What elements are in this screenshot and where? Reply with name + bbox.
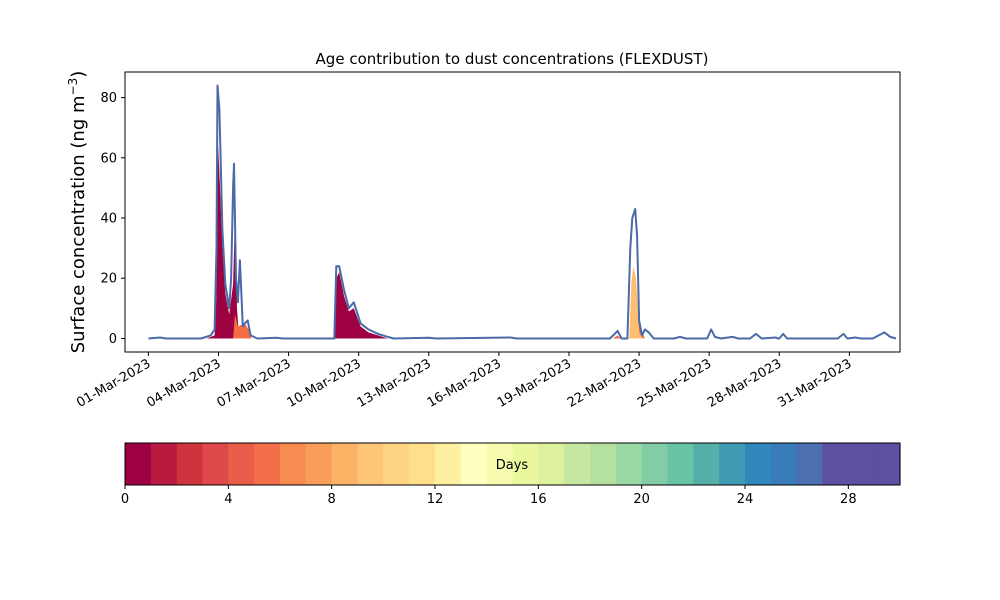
x-tick-label: 16-Mar-2023 [425, 356, 504, 410]
colorbar-tick-label: 28 [840, 492, 857, 507]
y-axis-label-main: Surface concentration (ng m [68, 95, 89, 353]
colorbar-cell [383, 443, 410, 485]
colorbar-frame [124, 442, 901, 486]
colorbar-cell [486, 443, 514, 485]
colorbar: Days 0 4 8 12 16 20 24 28 [121, 442, 901, 507]
colorbar-tick-label: 20 [633, 492, 650, 507]
y-tick-label: 60 [100, 151, 117, 166]
plot-area [124, 71, 901, 353]
age-series-0-1-days [148, 133, 873, 339]
colorbar-tick-label: 16 [530, 492, 547, 507]
colorbar-label: Days [496, 458, 529, 473]
colorbar-cell [460, 443, 488, 485]
colorbar-tick-label: 0 [121, 492, 129, 507]
colorbar-cell [512, 443, 539, 485]
x-tick-label: 22-Mar-2023 [565, 356, 644, 410]
colorbar-cell [848, 443, 875, 485]
colorbar-tick-label: 24 [737, 492, 754, 507]
y-tick-label: 80 [100, 91, 117, 106]
colorbar-cell [719, 443, 746, 485]
x-axis: 01-Mar-202304-Mar-202307-Mar-202310-Mar-… [74, 352, 854, 411]
colorbar-cell [745, 443, 772, 485]
colorbar-cell [693, 443, 720, 485]
x-tick-label: 01-Mar-2023 [74, 356, 153, 410]
colorbar-tick-label: 8 [328, 492, 336, 507]
colorbar-cell [435, 443, 462, 485]
y-axis-label: Surface concentration (ng m−3) [66, 71, 89, 354]
y-axis-label-close: ) [68, 71, 89, 78]
colorbar-cell [615, 443, 643, 485]
colorbar-cell [150, 443, 178, 485]
chart-title: Age contribution to dust concentrations … [316, 50, 709, 68]
colorbar-cell [822, 443, 849, 485]
x-tick-label: 13-Mar-2023 [355, 356, 434, 410]
x-tick-label: 04-Mar-2023 [144, 356, 223, 410]
colorbar-cell [770, 443, 798, 485]
x-tick-label: 07-Mar-2023 [214, 356, 293, 410]
x-tick-label: 10-Mar-2023 [285, 356, 364, 410]
colorbar-cell [280, 443, 307, 485]
total-concentration-line [148, 84, 897, 340]
colorbar-cell [305, 443, 333, 485]
colorbar-cell [667, 443, 694, 485]
colorbar-cell [125, 443, 152, 485]
colorbar-cell [590, 443, 617, 485]
series-layer [148, 133, 873, 339]
colorbar-cell [176, 443, 204, 485]
colorbar-cell [357, 443, 384, 485]
colorbar-cell [874, 443, 901, 485]
y-tick-label: 20 [100, 272, 117, 287]
colorbar-cell [331, 443, 359, 485]
colorbar-tick-label: 4 [224, 492, 232, 507]
colorbar-cell [796, 443, 824, 485]
y-tick-label: 40 [100, 212, 117, 227]
age-series-1-8-days [148, 296, 873, 339]
y-tick-label: 0 [109, 332, 117, 347]
y-axis: 0 20 40 60 80 [100, 91, 125, 347]
colorbar-cell [228, 443, 255, 485]
colorbar-cell [409, 443, 436, 485]
age-series-8-14-days [148, 266, 873, 339]
x-tick-label: 28-Mar-2023 [705, 356, 784, 410]
x-tick-label: 25-Mar-2023 [635, 356, 714, 410]
colorbar-cell [538, 443, 565, 485]
colorbar-cell [564, 443, 591, 485]
colorbar-cells [125, 443, 901, 485]
y-axis-label-superscript: −3 [66, 78, 80, 96]
x-tick-label: 19-Mar-2023 [495, 356, 574, 410]
colorbar-cell [641, 443, 669, 485]
colorbar-cell [202, 443, 229, 485]
colorbar-ticks: 0 4 8 12 16 20 24 28 [121, 485, 857, 507]
plot-frame [124, 71, 901, 353]
colorbar-tick-label: 12 [427, 492, 444, 507]
colorbar-cell [254, 443, 281, 485]
x-tick-label: 31-Mar-2023 [775, 356, 854, 410]
